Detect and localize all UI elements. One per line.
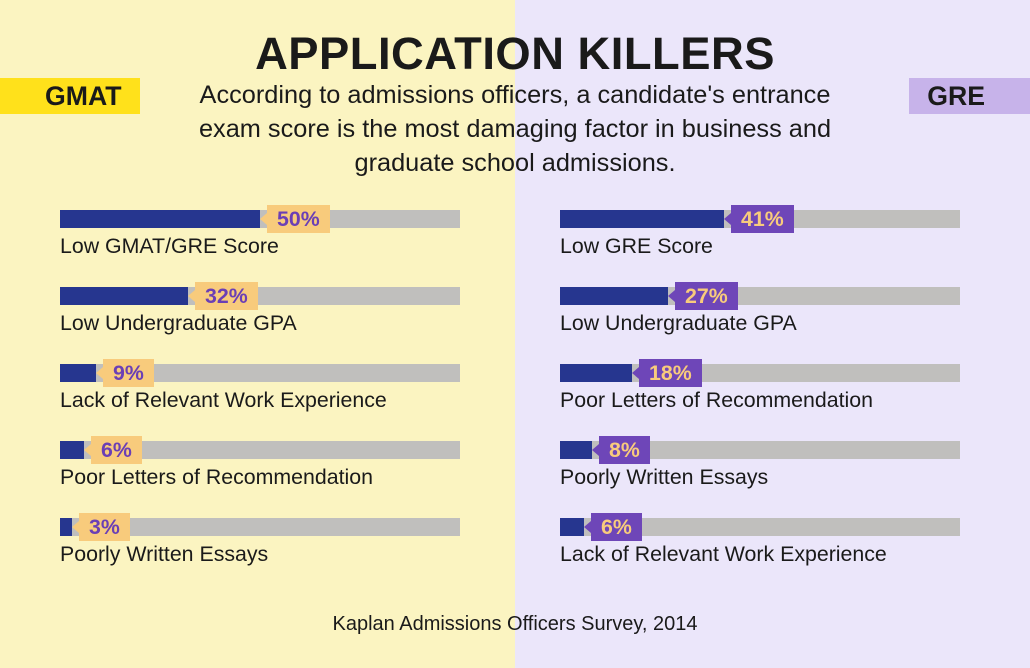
bar-row: 6% Poor Letters of Recommendation [60, 441, 460, 490]
bar-fill [60, 364, 96, 382]
bar-row: 6% Lack of Relevant Work Experience [560, 518, 960, 567]
bar-track: 6% [60, 441, 460, 459]
bar-row: 27% Low Undergraduate GPA [560, 287, 960, 336]
bar-row: 50% Low GMAT/GRE Score [60, 210, 460, 259]
bar-fill [60, 287, 188, 305]
bar-value-badge: 6% [91, 436, 142, 464]
bar-track: 8% [560, 441, 960, 459]
bar-track: 18% [560, 364, 960, 382]
bar-label: Poor Letters of Recommendation [560, 388, 960, 413]
bar-track: 50% [60, 210, 460, 228]
bar-value-badge: 41% [731, 205, 794, 233]
bar-fill [560, 210, 724, 228]
page-title: APPLICATION KILLERS [0, 28, 1030, 80]
bar-label: Low GRE Score [560, 234, 960, 259]
bar-fill [560, 364, 632, 382]
tag-gmat: GMAT [0, 78, 140, 114]
bar-label: Lack of Relevant Work Experience [60, 388, 460, 413]
bar-label: Lack of Relevant Work Experience [560, 542, 960, 567]
bar-row: 41% Low GRE Score [560, 210, 960, 259]
bar-label: Low Undergraduate GPA [60, 311, 460, 336]
bar-track: 27% [560, 287, 960, 305]
bar-fill [560, 518, 584, 536]
bar-label: Low Undergraduate GPA [560, 311, 960, 336]
bars-column-gre: 41%Low GRE Score27%Low Undergraduate GPA… [560, 210, 960, 595]
bar-label: Poorly Written Essays [560, 465, 960, 490]
bar-value-badge: 8% [599, 436, 650, 464]
bar-fill [60, 518, 72, 536]
bar-value-badge: 32% [195, 282, 258, 310]
bar-label: Low GMAT/GRE Score [60, 234, 460, 259]
bar-value-badge: 50% [267, 205, 330, 233]
bar-track: 3% [60, 518, 460, 536]
tag-gre: GRE [909, 78, 1030, 114]
bar-label: Poor Letters of Recommendation [60, 465, 460, 490]
bar-track: 9% [60, 364, 460, 382]
bar-track: 32% [60, 287, 460, 305]
bar-fill [60, 210, 260, 228]
bar-label: Poorly Written Essays [60, 542, 460, 567]
bar-track: 41% [560, 210, 960, 228]
bars-column-gmat: 50%Low GMAT/GRE Score32%Low Undergraduat… [60, 210, 460, 595]
bar-value-badge: 9% [103, 359, 154, 387]
bar-fill [560, 441, 592, 459]
bar-track: 6% [560, 518, 960, 536]
bar-row: 32% Low Undergraduate GPA [60, 287, 460, 336]
bar-row: 18% Poor Letters of Recommendation [560, 364, 960, 413]
bar-value-badge: 18% [639, 359, 702, 387]
bar-row: 8% Poorly Written Essays [560, 441, 960, 490]
source-caption: Kaplan Admissions Officers Survey, 2014 [0, 613, 1030, 636]
bar-row: 9% Lack of Relevant Work Experience [60, 364, 460, 413]
page-subtitle: According to admissions officers, a cand… [190, 78, 840, 181]
bar-value-badge: 27% [675, 282, 738, 310]
bar-value-badge: 3% [79, 513, 130, 541]
bar-row: 3% Poorly Written Essays [60, 518, 460, 567]
bar-fill [60, 441, 84, 459]
bar-value-badge: 6% [591, 513, 642, 541]
bar-fill [560, 287, 668, 305]
